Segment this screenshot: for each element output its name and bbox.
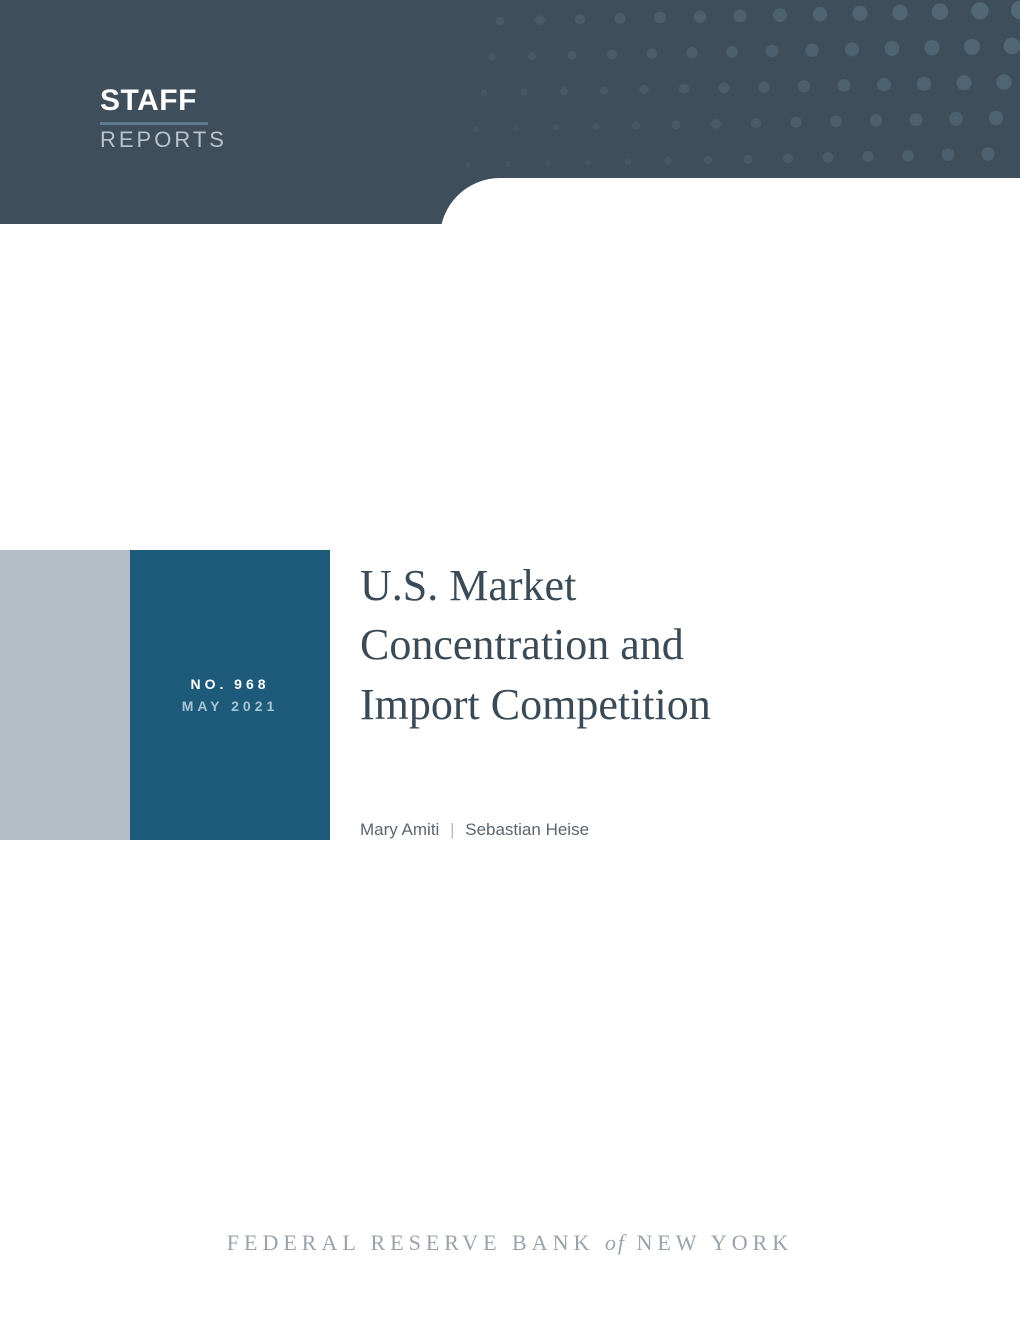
header-band: STAFF REPORTS bbox=[0, 0, 1020, 224]
logo-bottom-word: REPORTS bbox=[100, 129, 227, 151]
author-separator: | bbox=[444, 820, 460, 839]
title-line: U.S. Market bbox=[360, 561, 576, 610]
footer-of: of bbox=[605, 1230, 626, 1255]
report-number: NO. 968 bbox=[190, 676, 269, 692]
report-date: MAY 2021 bbox=[182, 698, 279, 714]
header-curve-cutout bbox=[440, 178, 1020, 224]
authors-line: Mary Amiti | Sebastian Heise bbox=[360, 820, 589, 840]
footer-org-name: FEDERAL RESERVE BANK of NEW YORK bbox=[0, 1230, 1020, 1256]
author-name: Mary Amiti bbox=[360, 820, 439, 839]
title-line: Concentration and bbox=[360, 620, 684, 669]
author-name: Sebastian Heise bbox=[465, 820, 589, 839]
logo-top-word: STAFF bbox=[100, 86, 227, 116]
accent-block-dark: NO. 968 MAY 2021 bbox=[130, 550, 330, 840]
report-title: U.S. Market Concentration and Import Com… bbox=[360, 556, 960, 734]
footer-right: NEW YORK bbox=[636, 1230, 793, 1255]
footer-left: FEDERAL RESERVE BANK bbox=[227, 1230, 595, 1255]
title-line: Import Competition bbox=[360, 680, 711, 729]
staff-reports-logo: STAFF REPORTS bbox=[100, 86, 227, 151]
accent-block-light bbox=[0, 550, 130, 840]
logo-divider-bar bbox=[100, 122, 208, 125]
